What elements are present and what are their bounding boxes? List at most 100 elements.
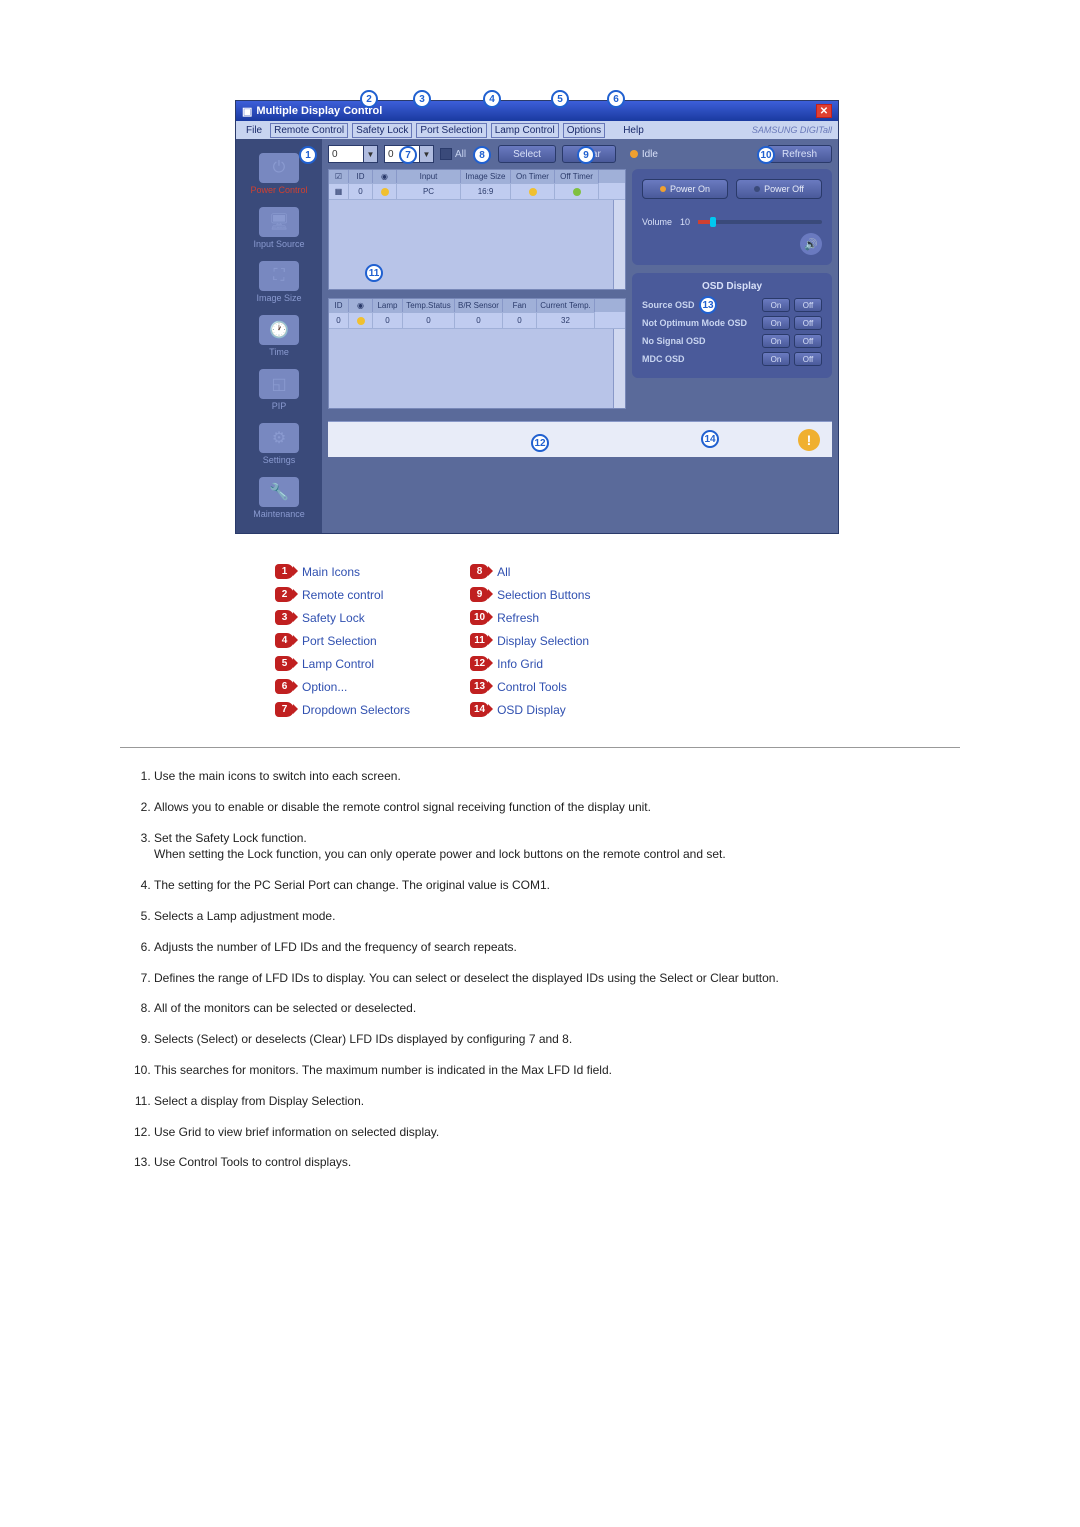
osd-off-button[interactable]: Off: [794, 334, 822, 348]
all-label: All: [455, 149, 466, 160]
power-off-button[interactable]: Power Off: [736, 179, 822, 199]
checkbox-icon: [440, 148, 452, 160]
screenshot-container: 1 2 3 4 5 6 7 8 9 10 11 12 13 14 ▣ Multi…: [235, 100, 845, 534]
callout-1: 1: [299, 146, 317, 164]
legend-label: Safety Lock: [302, 611, 365, 625]
col-check: ☑: [329, 170, 349, 183]
menu-port[interactable]: Port Selection: [416, 123, 486, 138]
menu-help[interactable]: Help: [619, 123, 648, 138]
power-on-button[interactable]: Power On: [642, 179, 728, 199]
sidebar-label: PIP: [272, 401, 287, 411]
osd-on-button[interactable]: On: [762, 334, 790, 348]
cell-offtimer: [555, 183, 599, 199]
legend-row: 10Refresh: [470, 610, 590, 625]
sidebar-label: Power Control: [250, 185, 307, 195]
scrollbar[interactable]: [613, 200, 625, 289]
menu-remote[interactable]: Remote Control: [270, 123, 348, 138]
callout-3: 3: [413, 90, 431, 108]
input-icon: 🖥: [259, 207, 299, 237]
menu-safety[interactable]: Safety Lock: [352, 123, 412, 138]
osd-off-button[interactable]: Off: [794, 298, 822, 312]
power-on-dot-icon: [660, 186, 666, 192]
menu-lamp[interactable]: Lamp Control: [491, 123, 559, 138]
legend-marker: 3: [275, 610, 294, 625]
osd-on-button[interactable]: On: [762, 316, 790, 330]
legend-label: Option...: [302, 680, 347, 694]
legend-row: 14OSD Display: [470, 702, 590, 717]
osd-off-button[interactable]: Off: [794, 316, 822, 330]
brand-text: SAMSUNG DIGITall: [752, 125, 832, 135]
col-lamp: Lamp: [373, 299, 403, 312]
cell-id: 0: [329, 312, 349, 328]
volume-row: Volume 10: [642, 217, 822, 227]
osd-on-button[interactable]: On: [762, 352, 790, 366]
callout-5: 5: [551, 90, 569, 108]
legend-col-left: 1Main Icons2Remote control3Safety Lock4P…: [275, 564, 410, 717]
power-off-dot-icon: [754, 186, 760, 192]
legend-marker: 13: [470, 679, 489, 694]
idle-label: Idle: [642, 149, 658, 160]
sidebar-item-input[interactable]: 🖥 Input Source: [236, 201, 322, 255]
speaker-icon[interactable]: 🔊: [800, 233, 822, 255]
note-item: Select a display from Display Selection.: [154, 1093, 950, 1110]
col-tempstatus: Temp.Status: [403, 299, 455, 312]
legend-row: 6Option...: [275, 679, 410, 694]
info-grid[interactable]: ID ◉ Lamp Temp.Status B/R Sensor Fan Cur…: [328, 298, 626, 409]
sidebar-item-maintenance[interactable]: 🔧 Maintenance: [236, 471, 322, 525]
menu-file[interactable]: File: [242, 123, 266, 138]
slider-knob[interactable]: [710, 217, 716, 227]
divider: [120, 747, 960, 748]
callout-9: 9: [577, 146, 595, 164]
sidebar-item-pip[interactable]: ◱ PIP: [236, 363, 322, 417]
power-icon: ⏻: [259, 153, 299, 183]
scrollbar[interactable]: [613, 329, 625, 408]
menu-options[interactable]: Options: [563, 123, 605, 138]
app-window: ▣ Multiple Display Control ✕ File Remote…: [235, 100, 839, 534]
table-row[interactable]: 0 0 0 0 0 32: [329, 312, 625, 328]
all-checkbox[interactable]: All: [440, 148, 466, 160]
col-ontimer: On Timer: [511, 170, 555, 183]
note-item: All of the monitors can be selected or d…: [154, 1000, 950, 1017]
col-input: Input: [397, 170, 461, 183]
imagesize-icon: ⛶: [259, 261, 299, 291]
sidebar-item-imagesize[interactable]: ⛶ Image Size: [236, 255, 322, 309]
sidebar-item-settings[interactable]: ⚙ Settings: [236, 417, 322, 471]
legend-row: 7Dropdown Selectors: [275, 702, 410, 717]
col-id: ID: [329, 299, 349, 312]
legend-row: 8All: [470, 564, 590, 579]
grid-header: ☑ ID ◉ Input Image Size On Timer Off Tim…: [329, 170, 625, 183]
maintenance-icon: 🔧: [259, 477, 299, 507]
legend-marker: 9: [470, 587, 489, 602]
osd-off-button[interactable]: Off: [794, 352, 822, 366]
legend-label: Refresh: [497, 611, 539, 625]
osd-on-button[interactable]: On: [762, 298, 790, 312]
sidebar-item-time[interactable]: 🕐 Time: [236, 309, 322, 363]
power-volume-panel: Power On Power Off Volume 10 🔊: [632, 169, 832, 265]
col-brsensor: B/R Sensor: [455, 299, 503, 312]
callout-6: 6: [607, 90, 625, 108]
osd-label: MDC OSD: [642, 354, 758, 364]
cell-tempstatus: 0: [403, 312, 455, 328]
callout-14: 14: [701, 430, 719, 448]
table-row[interactable]: ▦ 0 PC 16:9: [329, 183, 625, 199]
legend-marker: 14: [470, 702, 489, 717]
note-item: Defines the range of LFD IDs to display.…: [154, 970, 950, 987]
legend-marker: 5: [275, 656, 294, 671]
col-offtimer: Off Timer: [555, 170, 599, 183]
status-bar: !: [328, 421, 832, 457]
close-button[interactable]: ✕: [816, 104, 832, 118]
timer-led-icon: [529, 188, 537, 196]
legend-marker: 7: [275, 702, 294, 717]
main-panel: 0▼ 0▼ All Select Clear Idle Refresh ☑ ID: [322, 139, 838, 533]
range-from-select[interactable]: 0▼: [328, 145, 378, 163]
refresh-button[interactable]: Refresh: [767, 145, 832, 163]
callout-11: 11: [365, 264, 383, 282]
legend-label: Display Selection: [497, 634, 589, 648]
select-button[interactable]: Select: [498, 145, 556, 163]
volume-slider[interactable]: [698, 220, 822, 224]
cell-s: [349, 312, 373, 328]
legend-label: Selection Buttons: [497, 588, 590, 602]
legend-label: Remote control: [302, 588, 383, 602]
menubar: File Remote Control Safety Lock Port Sel…: [236, 121, 838, 139]
timer-led-icon: [573, 188, 581, 196]
